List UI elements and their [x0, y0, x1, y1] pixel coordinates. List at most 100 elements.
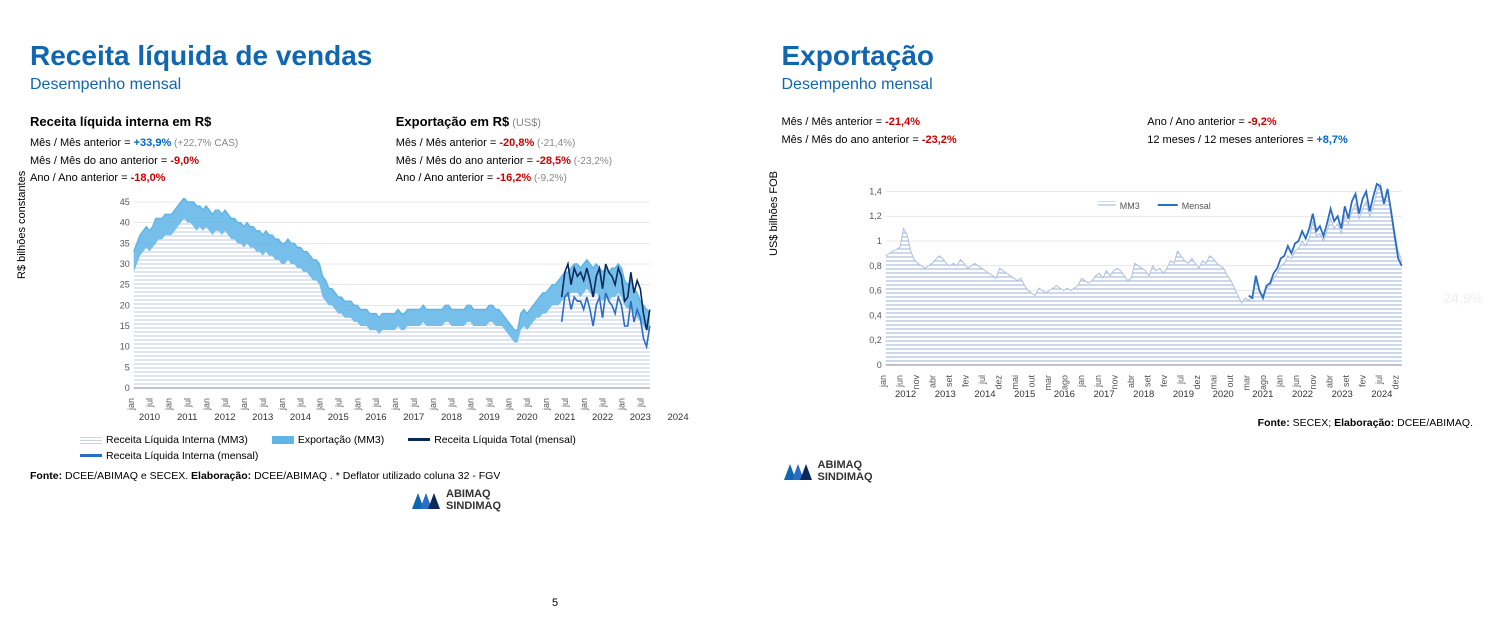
svg-text:15: 15 — [120, 321, 130, 331]
svg-text:ago: ago — [1059, 375, 1069, 390]
right-subtitle: Desempenho mensal — [782, 76, 1474, 94]
svg-text:mar: mar — [1043, 375, 1053, 391]
svg-text:jan: jan — [428, 398, 438, 411]
swatch-export-icon — [272, 436, 294, 444]
left-chart: R$ bilhões constantes 051015202530354045… — [30, 198, 722, 428]
left-chart-svg: 051015202530354045janjul2010janjul2011ja… — [30, 198, 722, 428]
svg-text:jul: jul — [182, 398, 192, 408]
svg-text:abr: abr — [1324, 375, 1334, 388]
svg-text:0: 0 — [876, 360, 881, 370]
svg-text:jun: jun — [1291, 375, 1301, 388]
svg-text:jan: jan — [503, 398, 513, 411]
svg-text:0,2: 0,2 — [869, 335, 882, 345]
svg-text:jul: jul — [371, 398, 381, 408]
svg-text:2014: 2014 — [974, 389, 995, 400]
svg-text:jul: jul — [258, 398, 268, 408]
right-title: Exportação — [782, 40, 1474, 72]
svg-text:out: out — [1026, 375, 1036, 388]
svg-text:jan: jan — [352, 398, 362, 411]
svg-text:Mensal: Mensal — [1181, 201, 1210, 211]
svg-text:jun: jun — [894, 375, 904, 388]
right-logo: ABIMAQSINDIMAQ — [782, 459, 1474, 483]
svg-text:0,6: 0,6 — [869, 286, 882, 296]
svg-text:jan: jan — [201, 398, 211, 411]
svg-text:30: 30 — [120, 259, 130, 269]
svg-text:2011: 2011 — [177, 412, 197, 423]
svg-text:dez: dez — [993, 375, 1003, 390]
svg-text:1,4: 1,4 — [869, 187, 882, 197]
svg-text:2013: 2013 — [934, 389, 955, 400]
svg-text:jan: jan — [239, 398, 249, 411]
svg-text:fev: fev — [960, 375, 970, 388]
svg-text:2023: 2023 — [630, 412, 651, 423]
svg-text:2024: 2024 — [1371, 389, 1392, 400]
svg-text:2012: 2012 — [895, 389, 916, 400]
svg-text:2016: 2016 — [365, 412, 386, 423]
right-chart-svg: 00,20,40,60,811,21,4janjunnovabrsetfevju… — [782, 175, 1474, 405]
svg-text:jul: jul — [145, 398, 155, 408]
left-logo: ABIMAQSINDIMAQ — [410, 488, 722, 512]
svg-text:jan: jan — [877, 375, 887, 388]
svg-text:jan: jan — [277, 398, 287, 411]
svg-text:jul: jul — [976, 375, 986, 385]
svg-text:nov: nov — [1307, 375, 1317, 390]
svg-text:20: 20 — [120, 300, 130, 310]
left-stats-interna: Receita líquida interna em R$ Mês / Mês … — [30, 114, 356, 188]
svg-text:abr: abr — [1125, 375, 1135, 388]
svg-text:set: set — [943, 375, 953, 388]
svg-text:jul: jul — [522, 398, 532, 408]
svg-text:jun: jun — [1092, 375, 1102, 388]
svg-text:2018: 2018 — [1133, 389, 1154, 400]
svg-text:2021: 2021 — [1252, 389, 1273, 400]
swatch-total-icon — [408, 438, 430, 441]
svg-text:jan: jan — [1274, 375, 1284, 388]
svg-text:2019: 2019 — [1172, 389, 1193, 400]
svg-text:jul: jul — [598, 398, 608, 408]
svg-text:2010: 2010 — [139, 412, 160, 423]
stats-interna-title: Receita líquida interna em R$ — [30, 114, 356, 129]
svg-text:jan: jan — [390, 398, 400, 411]
svg-text:jul: jul — [484, 398, 494, 408]
svg-text:mar: mar — [1241, 375, 1251, 391]
svg-text:abr: abr — [927, 375, 937, 388]
svg-text:jan: jan — [126, 398, 136, 411]
svg-text:2012: 2012 — [214, 412, 235, 423]
page-number: 5 — [552, 597, 558, 609]
svg-text:2021: 2021 — [554, 412, 575, 423]
right-ylabel: US$ bilhões FOB — [768, 171, 780, 256]
svg-text:ago: ago — [1258, 375, 1268, 390]
swatch-hatch-icon — [80, 436, 102, 444]
svg-text:5: 5 — [125, 362, 130, 372]
svg-text:jan: jan — [164, 398, 174, 411]
left-stats: Receita líquida interna em R$ Mês / Mês … — [30, 114, 722, 188]
right-panel: Exportação Desempenho mensal Mês / Mês a… — [782, 40, 1474, 512]
left-title: Receita líquida de vendas — [30, 40, 722, 72]
svg-text:jul: jul — [635, 398, 645, 408]
svg-text:40: 40 — [120, 217, 130, 227]
svg-text:0,4: 0,4 — [869, 311, 882, 321]
left-ylabel: R$ bilhões constantes — [16, 171, 28, 279]
svg-text:2015: 2015 — [328, 412, 349, 423]
svg-text:jul: jul — [220, 398, 230, 408]
svg-text:set: set — [1142, 375, 1152, 388]
left-stats-export: Exportação em R$ (US$) Mês / Mês anterio… — [396, 114, 722, 188]
svg-text:0,8: 0,8 — [869, 261, 882, 271]
left-legend: Receita Líquida Interna (MM3) Exportação… — [80, 434, 722, 462]
svg-text:45: 45 — [120, 198, 130, 207]
svg-text:MM3: MM3 — [1119, 201, 1139, 211]
svg-text:2017: 2017 — [403, 412, 424, 423]
svg-text:2023: 2023 — [1331, 389, 1352, 400]
right-chart: US$ bilhões FOB 00,20,40,60,811,21,4janj… — [782, 175, 1474, 405]
svg-text:2022: 2022 — [592, 412, 613, 423]
svg-text:2024: 2024 — [667, 412, 688, 423]
svg-text:jan: jan — [579, 398, 589, 411]
svg-text:dez: dez — [1390, 375, 1400, 390]
svg-text:fev: fev — [1158, 375, 1168, 388]
right-stats: Mês / Mês anterior = -21,4% Mês / Mês do… — [782, 114, 1474, 149]
svg-text:nov: nov — [910, 375, 920, 390]
abimaq-logo-icon — [410, 489, 440, 511]
svg-text:jan: jan — [315, 398, 325, 411]
svg-text:1,2: 1,2 — [869, 211, 882, 221]
svg-text:jul: jul — [560, 398, 570, 408]
svg-text:2020: 2020 — [1212, 389, 1233, 400]
